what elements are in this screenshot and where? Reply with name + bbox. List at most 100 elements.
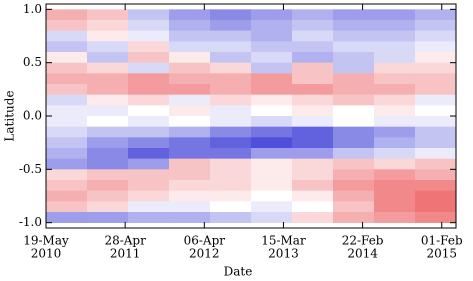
- heat-cell: [87, 84, 129, 95]
- heat-cell: [169, 169, 211, 181]
- x-tick-label: 15-Mar: [261, 234, 306, 248]
- heat-cell: [251, 116, 293, 127]
- heat-cell: [210, 148, 252, 159]
- heat-cell: [292, 94, 334, 106]
- heat-cell: [87, 180, 129, 191]
- heat-cell: [415, 9, 457, 21]
- heat-cell: [87, 30, 129, 42]
- heat-cell: [292, 9, 334, 21]
- heat-cell: [374, 105, 416, 117]
- heat-cell: [251, 105, 293, 117]
- heat-cell: [333, 169, 375, 181]
- x-tick-label: 01-Feb: [421, 234, 463, 248]
- heat-cell: [87, 126, 129, 138]
- heat-cell: [87, 94, 129, 106]
- heat-cell: [128, 30, 170, 42]
- heat-cell: [210, 94, 252, 106]
- heat-cell: [292, 169, 334, 181]
- heat-cell: [251, 212, 293, 223]
- heat-cell: [46, 126, 88, 138]
- heat-cell: [46, 73, 88, 85]
- heat-cell: [169, 20, 211, 31]
- y-tick-label: -1.0: [19, 215, 42, 229]
- heat-cell: [169, 62, 211, 74]
- heat-cell: [87, 190, 129, 202]
- x-tick-year: 2015: [426, 247, 457, 261]
- heat-cell: [292, 52, 334, 63]
- heat-cell: [46, 20, 88, 31]
- heat-cell: [210, 105, 252, 117]
- heat-cell: [87, 105, 129, 117]
- heat-cell: [374, 20, 416, 31]
- heat-cell: [46, 30, 88, 42]
- heat-cell: [87, 73, 129, 85]
- heat-cell: [128, 41, 170, 53]
- heat-cell: [169, 212, 211, 223]
- heat-cell: [292, 105, 334, 117]
- heat-cell: [46, 116, 88, 127]
- heat-cell: [251, 137, 293, 149]
- x-tick-label: 22-Feb: [342, 234, 384, 248]
- heat-cell: [374, 190, 416, 202]
- heat-cell: [169, 148, 211, 159]
- y-tick-label: 1.0: [23, 2, 42, 16]
- heat-cell: [169, 84, 211, 95]
- heat-cell: [374, 148, 416, 159]
- heat-cell: [374, 73, 416, 85]
- heat-cell: [374, 9, 416, 21]
- heat-cell: [374, 52, 416, 63]
- heat-cell: [46, 169, 88, 181]
- heat-cell: [210, 84, 252, 95]
- heat-cell: [128, 73, 170, 85]
- heat-cell: [251, 73, 293, 85]
- heat-cell: [415, 20, 457, 31]
- heat-cell: [87, 116, 129, 127]
- heat-cell: [333, 212, 375, 223]
- x-tick-year: 2013: [268, 247, 299, 261]
- heat-cell: [333, 30, 375, 42]
- heat-cell: [333, 73, 375, 85]
- heat-cell: [128, 180, 170, 191]
- heat-cell: [128, 137, 170, 149]
- heat-cell: [292, 30, 334, 42]
- heat-cell: [210, 137, 252, 149]
- heat-cell: [415, 41, 457, 53]
- heat-cell: [46, 180, 88, 191]
- heat-cell: [210, 212, 252, 223]
- x-tick-year: 2012: [189, 247, 220, 261]
- y-tick-label: 0.0: [23, 109, 42, 123]
- heat-cell: [415, 105, 457, 117]
- heat-cell: [87, 41, 129, 53]
- heat-cell: [251, 148, 293, 159]
- heat-cell: [46, 84, 88, 95]
- heat-cell: [415, 190, 457, 202]
- x-tick-year: 2011: [110, 247, 141, 261]
- heat-cell: [415, 84, 457, 95]
- heat-cell: [251, 84, 293, 95]
- y-tick-label: 0.5: [23, 55, 42, 69]
- heat-cell: [128, 84, 170, 95]
- heat-cell: [46, 190, 88, 202]
- heat-cell: [46, 148, 88, 159]
- heat-cell: [292, 201, 334, 213]
- heat-cell: [415, 201, 457, 213]
- y-axis-label: Latitude: [3, 90, 17, 141]
- heat-cell: [374, 158, 416, 170]
- heat-cell: [333, 20, 375, 31]
- heat-cell: [374, 137, 416, 149]
- heat-cell: [87, 9, 129, 21]
- heat-cell: [374, 180, 416, 191]
- heat-cell: [128, 126, 170, 138]
- heat-cell: [374, 201, 416, 213]
- heat-cell: [333, 180, 375, 191]
- heat-cell: [292, 20, 334, 31]
- heat-cell: [333, 158, 375, 170]
- heat-cell: [251, 30, 293, 42]
- heat-cell: [415, 116, 457, 127]
- heat-cell: [169, 126, 211, 138]
- heat-cell: [374, 94, 416, 106]
- heat-cell: [292, 180, 334, 191]
- heat-cell: [415, 62, 457, 74]
- heat-cell: [46, 52, 88, 63]
- heat-cell: [128, 9, 170, 21]
